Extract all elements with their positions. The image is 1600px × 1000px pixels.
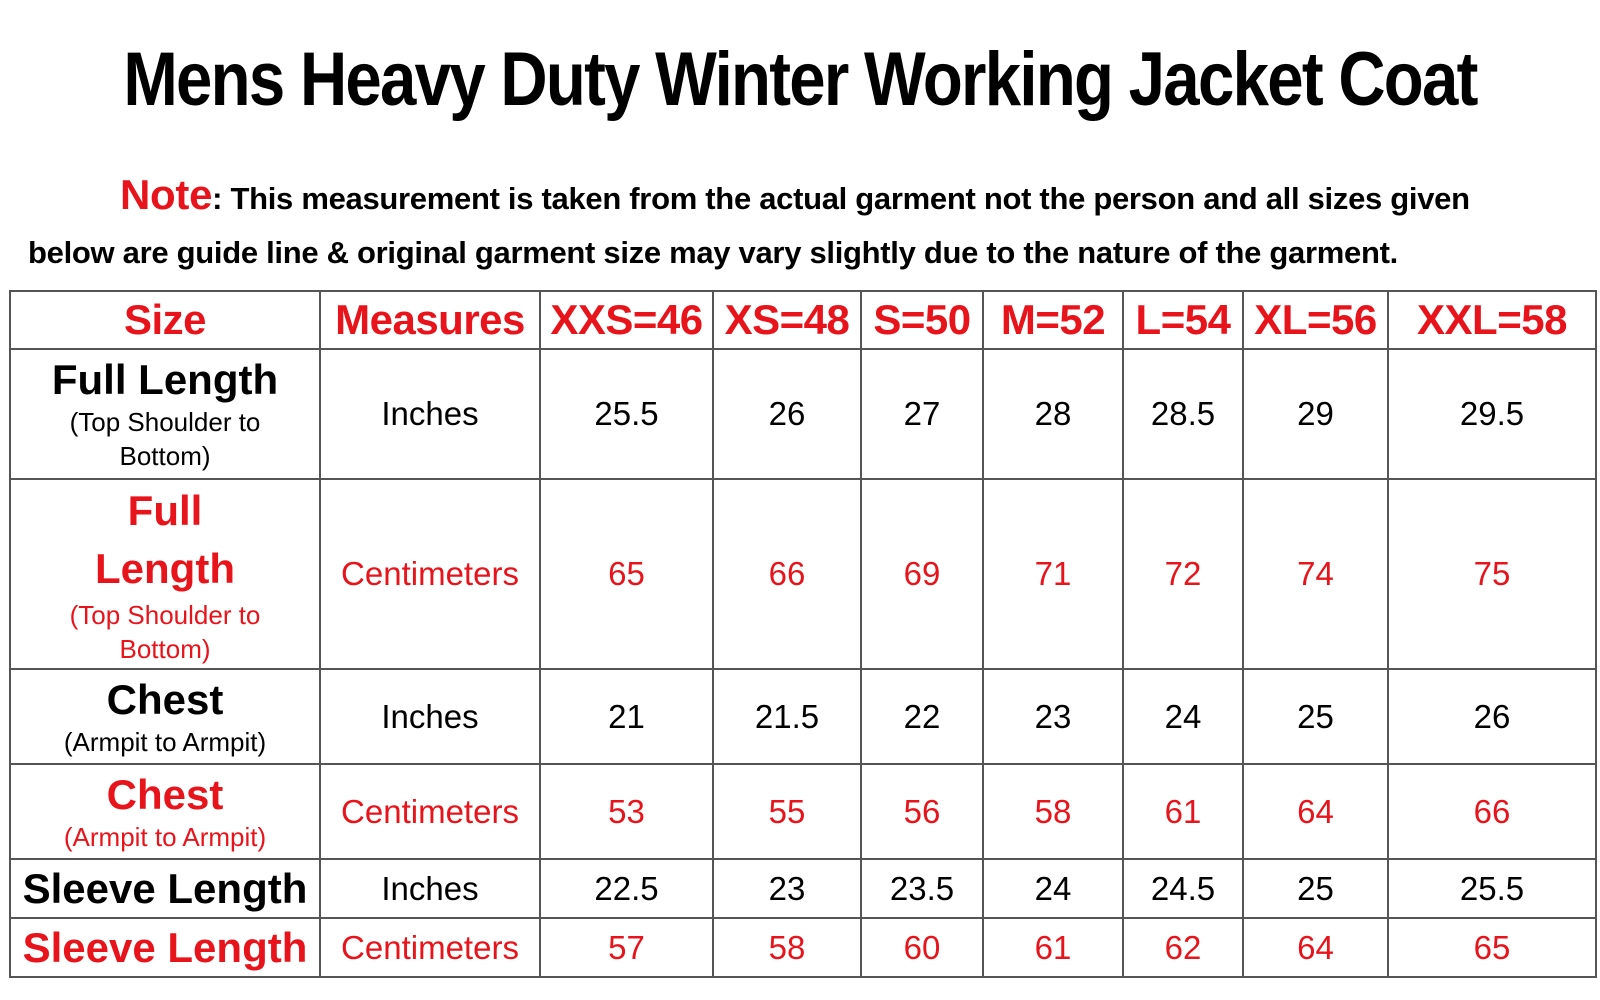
row-label-cell: Full Length (Top Shoulder to Bottom) — [9, 478, 321, 670]
value-cell: 61 — [1122, 763, 1244, 860]
header-measures: Measures — [319, 290, 541, 350]
value-cell: 26 — [1387, 668, 1597, 765]
value-cell: 62 — [1122, 917, 1244, 978]
row-label: Sleeve Length — [22, 923, 308, 971]
row-label: Full Length — [95, 487, 235, 592]
value-cell: 72 — [1122, 478, 1244, 670]
table-row: Full Length (Top Shoulder to Bottom) Inc… — [9, 348, 1597, 480]
note-label: Note — [120, 171, 213, 218]
row-sublabel: (Armpit to Armpit) — [63, 726, 267, 757]
note-line-1: Note: This measurement is taken from the… — [28, 168, 1576, 226]
value-cell: 27 — [860, 348, 984, 480]
header-xl: XL=56 — [1242, 290, 1389, 350]
measure-unit-cell: Centimeters — [319, 763, 541, 860]
header-l: L=54 — [1122, 290, 1244, 350]
header-size: Size — [9, 290, 321, 350]
value-cell: 28 — [982, 348, 1124, 480]
value-cell: 24 — [1122, 668, 1244, 765]
measure-unit-cell: Centimeters — [319, 478, 541, 670]
row-sublabel: (Top Shoulder to Bottom) — [69, 407, 261, 471]
size-chart-table: Size Measures XXS=46 XS=48 S=50 M=52 L=5… — [9, 290, 1597, 978]
value-cell: 23 — [982, 668, 1124, 765]
value-cell: 21.5 — [712, 668, 862, 765]
header-s: S=50 — [860, 290, 984, 350]
value-cell: 25 — [1242, 858, 1389, 919]
value-cell: 65 — [539, 478, 714, 670]
table-row: Sleeve Length Inches 22.5 23 23.5 24 24.… — [9, 858, 1597, 919]
value-cell: 71 — [982, 478, 1124, 670]
value-cell: 64 — [1242, 917, 1389, 978]
table-row: Sleeve Length Centimeters 57 58 60 61 62… — [9, 917, 1597, 978]
value-cell: 55 — [712, 763, 862, 860]
value-cell: 25 — [1242, 668, 1389, 765]
value-cell: 23 — [712, 858, 862, 919]
measurement-note: Note: This measurement is taken from the… — [28, 168, 1576, 280]
value-cell: 74 — [1242, 478, 1389, 670]
note-text-1: : This measurement is taken from the act… — [212, 181, 1470, 216]
value-cell: 60 — [860, 917, 984, 978]
row-sublabel: (Armpit to Armpit) — [63, 821, 267, 852]
value-cell: 65 — [1387, 917, 1597, 978]
value-cell: 25.5 — [1387, 858, 1597, 919]
value-cell: 28.5 — [1122, 348, 1244, 480]
value-cell: 22.5 — [539, 858, 714, 919]
row-label-cell: Full Length (Top Shoulder to Bottom) — [9, 348, 321, 480]
value-cell: 24.5 — [1122, 858, 1244, 919]
value-cell: 66 — [1387, 763, 1597, 860]
value-cell: 69 — [860, 478, 984, 670]
table-row: Chest (Armpit to Armpit) Centimeters 53 … — [9, 763, 1597, 860]
value-cell: 25.5 — [539, 348, 714, 480]
measure-unit-cell: Inches — [319, 858, 541, 919]
value-cell: 58 — [712, 917, 862, 978]
value-cell: 58 — [982, 763, 1124, 860]
table-header-row: Size Measures XXS=46 XS=48 S=50 M=52 L=5… — [9, 290, 1597, 350]
value-cell: 61 — [982, 917, 1124, 978]
row-label: Chest — [106, 675, 224, 723]
value-cell: 24 — [982, 858, 1124, 919]
value-cell: 53 — [539, 763, 714, 860]
value-cell: 64 — [1242, 763, 1389, 860]
row-label-cell: Chest (Armpit to Armpit) — [9, 763, 321, 860]
row-label-cell: Sleeve Length — [9, 858, 321, 919]
table-row: Full Length (Top Shoulder to Bottom) Cen… — [9, 478, 1597, 670]
header-m: M=52 — [982, 290, 1124, 350]
note-line-2: below are guide line & original garment … — [28, 235, 1398, 270]
value-cell: 57 — [539, 917, 714, 978]
row-label: Chest — [106, 770, 224, 818]
value-cell: 29.5 — [1387, 348, 1597, 480]
header-xxl: XXL=58 — [1387, 290, 1597, 350]
row-label: Sleeve Length — [22, 864, 308, 912]
measure-unit-cell: Inches — [319, 348, 541, 480]
measure-unit-cell: Inches — [319, 668, 541, 765]
measure-unit-cell: Centimeters — [319, 917, 541, 978]
value-cell: 26 — [712, 348, 862, 480]
value-cell: 29 — [1242, 348, 1389, 480]
value-cell: 66 — [712, 478, 862, 670]
value-cell: 22 — [860, 668, 984, 765]
value-cell: 75 — [1387, 478, 1597, 670]
page-title: Mens Heavy Duty Winter Working Jacket Co… — [123, 37, 1478, 122]
value-cell: 56 — [860, 763, 984, 860]
table-row: Chest (Armpit to Armpit) Inches 21 21.5 … — [9, 668, 1597, 765]
value-cell: 23.5 — [860, 858, 984, 919]
header-xs: XS=48 — [712, 290, 862, 350]
row-sublabel: (Top Shoulder to Bottom) — [69, 600, 261, 664]
row-label-cell: Chest (Armpit to Armpit) — [9, 668, 321, 765]
row-label-cell: Sleeve Length — [9, 917, 321, 978]
header-xxs: XXS=46 — [539, 290, 714, 350]
value-cell: 21 — [539, 668, 714, 765]
row-label: Full Length — [51, 356, 279, 403]
